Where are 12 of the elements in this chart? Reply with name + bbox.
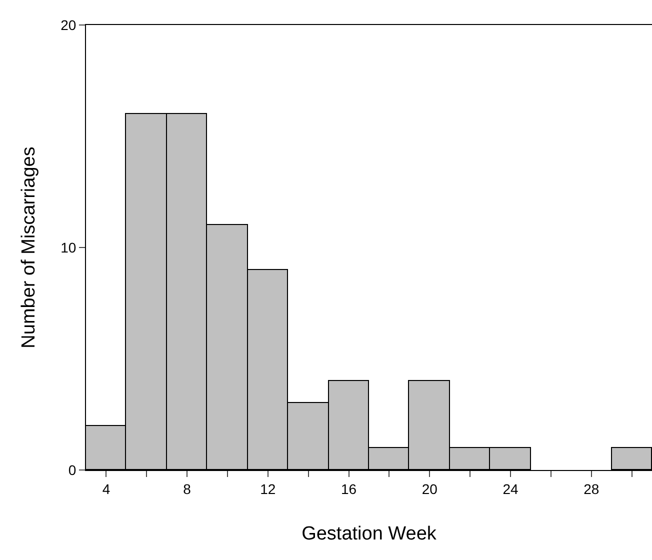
y-tick-label: 20 <box>60 16 76 33</box>
y-tick-label: 0 <box>68 462 76 478</box>
x-tick-label: 12 <box>260 480 276 497</box>
x-tick-label: 16 <box>341 480 357 497</box>
x-tick-label: 20 <box>422 480 438 497</box>
x-tick-label: 8 <box>183 480 192 497</box>
y-tick-label: 10 <box>60 239 76 256</box>
x-axis-title: Gestation Week <box>302 524 437 545</box>
x-tick-label: 28 <box>584 480 600 497</box>
x-tick-label: 24 <box>502 480 518 497</box>
x-tick-label: 4 <box>102 480 110 497</box>
y-axis-title: Number of Miscarriages <box>18 146 40 348</box>
